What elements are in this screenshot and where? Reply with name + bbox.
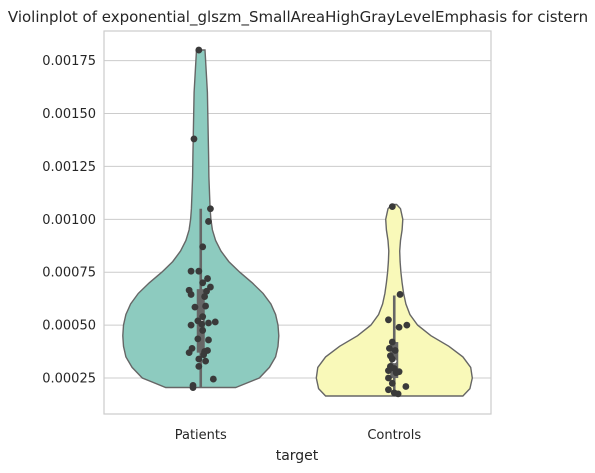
x-axis-label: target [276,448,319,464]
strip-point [187,291,195,298]
strip-point [207,205,214,213]
strip-point [190,135,198,143]
strip-point [191,303,199,311]
strip-point [392,369,400,377]
strip-point [187,267,195,275]
strip-point [402,383,410,390]
y-tick-label: 0.00175 [42,54,96,69]
y-tick-labels: 0.00025 0.00050 0.00075 0.00100 0.00125 0.001… [42,54,96,386]
x-tick-label: Patients [175,428,227,443]
strip-points [185,46,411,398]
strip-point [391,347,399,354]
strip-point [388,379,396,387]
x-tick-label: Controls [367,428,421,443]
strip-point [385,367,392,375]
strip-point [388,203,396,211]
y-tick-label: 0.00025 [42,372,96,387]
strip-point [204,275,211,282]
strip-point [385,374,392,382]
strip-point [200,351,208,359]
strip-point [396,291,404,298]
strip-point [195,362,203,370]
strip-point [194,335,202,343]
strip-point [195,267,203,275]
strip-point [187,321,195,329]
y-tick-label: 0.00150 [42,107,96,122]
strip-point [385,386,392,394]
strip-point [202,357,209,365]
strip-point [199,327,207,334]
strip-point [195,46,203,54]
strip-point [211,318,219,326]
strip-point [205,218,212,225]
strip-point [195,355,203,363]
strip-point [198,320,206,328]
y-tick-label: 0.00125 [42,160,96,175]
chart-title: Violinplot of exponential_glszm_SmallAre… [8,8,588,27]
strip-point [209,375,217,383]
y-tick-label: 0.00100 [42,213,96,228]
strip-point [202,302,209,310]
strip-point [205,319,212,327]
strip-point [199,313,207,321]
strip-point [203,287,210,295]
strip-point [189,384,197,391]
y-tick-label: 0.00075 [42,266,96,281]
strip-point [403,321,411,329]
strip-point [386,345,393,352]
strip-point [205,336,212,344]
violins [122,49,474,397]
strip-point [388,338,396,346]
x-tick-labels: Patients Controls [175,428,422,443]
strip-point [201,293,209,300]
strip-point [394,390,402,398]
plot-frame [103,30,492,415]
strip-point [388,355,396,363]
strip-point [199,243,207,251]
strip-point [395,323,403,331]
strip-point [185,349,193,357]
strip-point [385,316,392,324]
strip-point [199,279,207,287]
y-tick-label: 0.00050 [42,319,96,334]
